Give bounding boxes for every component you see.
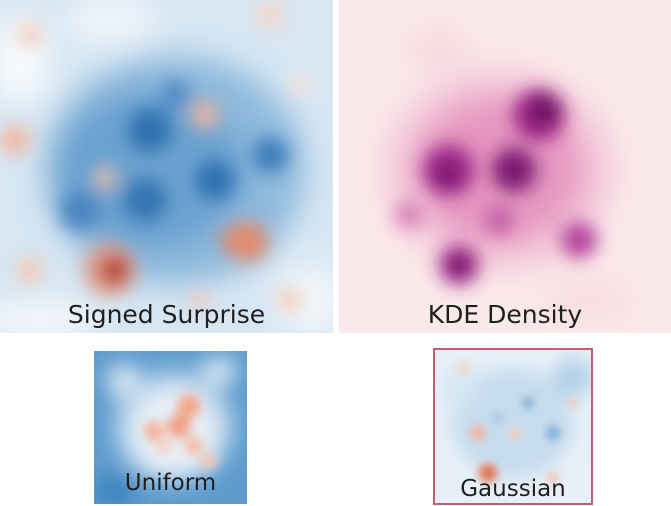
uniform-label: Uniform (124, 470, 217, 496)
signed-surprise-label: Signed Surprise (67, 300, 266, 329)
gaussian-heatmap (433, 348, 593, 505)
kde-density-panel: KDE Density (339, 0, 671, 333)
kde-density-label: KDE Density (427, 300, 583, 329)
uniform-heatmap (94, 351, 247, 504)
gaussian-panel: Gaussian (433, 348, 593, 505)
signed-surprise-heatmap (0, 0, 333, 333)
uniform-panel: Uniform (94, 351, 247, 504)
gaussian-label: Gaussian (460, 476, 566, 502)
signed-surprise-panel: Signed Surprise (0, 0, 333, 333)
kde-density-heatmap (339, 0, 671, 333)
